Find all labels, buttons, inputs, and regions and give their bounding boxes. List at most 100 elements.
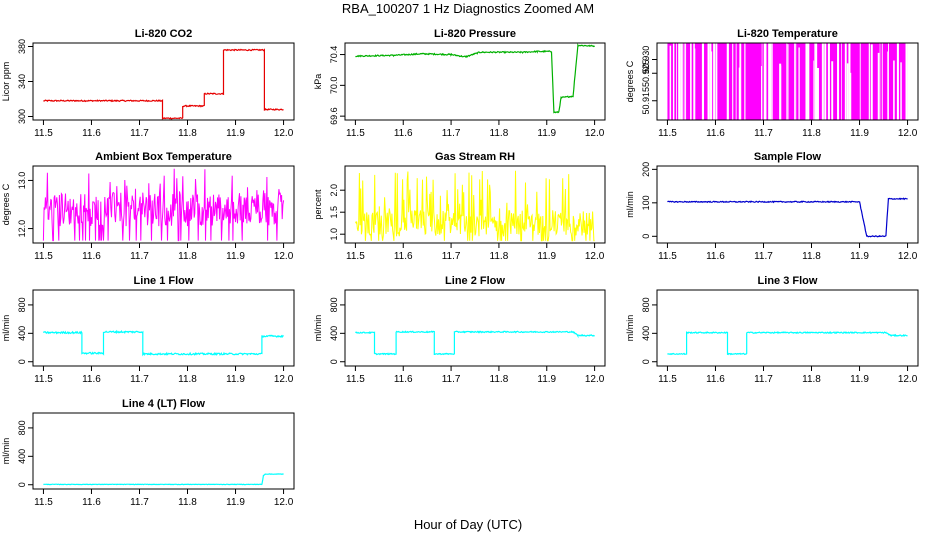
plot-frame	[656, 165, 919, 244]
x-tick-label: 11.8	[802, 128, 821, 139]
y-tick-label: 0	[17, 359, 27, 364]
x-tick-label: 12.0	[585, 128, 605, 139]
panel-10: Line 4 (LT) Flow ml/min 11.5 11.6 11.7 11.8 11…	[1, 398, 295, 508]
y-tick-label: 400	[641, 326, 651, 341]
panel-title: Ambient Box Temperature	[95, 151, 232, 163]
y-tick-label: 340	[17, 74, 27, 89]
y-axis-label: degrees C	[625, 60, 635, 102]
panel-title: Line 1 Flow	[134, 275, 194, 287]
x-tick-label: 12.0	[585, 251, 605, 262]
panel-7: Line 1 Flow ml/min 11.5 11.6 11.7 11.8 11.9 12.…	[1, 275, 295, 385]
x-tick-label: 12.0	[274, 128, 294, 139]
x-tick-label: 11.9	[226, 251, 245, 262]
y-tick-label: 1.5	[329, 206, 339, 219]
x-tick-label: 11.7	[754, 128, 773, 139]
x-tick-label: 12.0	[898, 251, 918, 262]
y-tick-label: 400	[17, 449, 27, 464]
series-line	[355, 330, 595, 356]
x-tick-label: 11.7	[442, 128, 461, 139]
y-tick-label: 2.0	[329, 184, 339, 197]
y-tick-label: 800	[329, 297, 339, 312]
series-group	[43, 473, 284, 486]
y-tick-label: 800	[17, 297, 27, 312]
x-tick-label: 11.9	[537, 251, 556, 262]
x-tick-label: 11.6	[706, 128, 725, 139]
series-band	[667, 43, 908, 120]
plot-frame	[344, 165, 606, 244]
x-tick-label: 11.5	[658, 374, 677, 385]
y-tick-label: 50.915	[641, 87, 651, 115]
series-group	[42, 329, 284, 357]
x-tick-label: 11.8	[802, 251, 821, 262]
x-tick-label: 11.6	[394, 251, 413, 262]
plot-frame	[32, 42, 295, 121]
series-line	[667, 197, 908, 238]
x-tick-label: 11.9	[537, 374, 556, 385]
panel-title: Li-820 CO2	[135, 28, 192, 40]
series-group	[43, 48, 284, 120]
x-tick-label: 11.9	[226, 128, 245, 139]
series-line	[43, 473, 284, 486]
panel-5: Gas Stream RH percent 11.5 11.6 11.7 11.8 11.9…	[313, 151, 606, 262]
panel-2: Li-820 Pressure kPa 11.5 11.6 11.7 11.8 11.9 12…	[313, 28, 606, 139]
y-tick-label: 50.925	[641, 59, 651, 87]
figure-title: RBA_100207 1 Hz Diagnostics Zoomed AM	[341, 1, 595, 16]
x-tick-label: 11.7	[442, 374, 461, 385]
x-tick-label: 11.5	[346, 128, 365, 139]
x-tick-label: 11.5	[34, 128, 53, 139]
x-tick-label: 12.0	[585, 374, 605, 385]
x-tick-label: 11.5	[346, 374, 365, 385]
x-tick-label: 11.5	[658, 251, 677, 262]
x-tick-label: 11.9	[226, 497, 245, 508]
y-tick-label: 800	[641, 297, 651, 312]
panel-6: Sample Flow ml/min 11.5 11.6 11.7 11.8 11.9 12.…	[625, 151, 919, 262]
panel-8: Line 2 Flow ml/min 11.5 11.6 11.7 11.8 11.9 12.…	[313, 275, 606, 385]
panel-title: Li-820 Pressure	[434, 28, 516, 40]
y-axis-label: ml/min	[313, 315, 323, 342]
series-line	[42, 329, 284, 357]
y-tick-label: 12.0	[17, 220, 27, 238]
x-tick-label: 11.8	[178, 497, 197, 508]
x-tick-label: 11.9	[226, 374, 245, 385]
x-tick-label: 11.7	[130, 374, 149, 385]
panel-title: Line 2 Flow	[445, 275, 505, 287]
y-axis-label: ml/min	[1, 438, 11, 465]
y-tick-label: 380	[17, 39, 27, 54]
plot-frame	[32, 289, 295, 367]
plot-frame	[656, 42, 919, 121]
panel-3: Li-820 Temperature degrees C 11.5 11.6 11.7 1…	[625, 28, 919, 139]
x-tick-label: 11.9	[850, 374, 869, 385]
x-tick-label: 11.7	[130, 497, 149, 508]
x-tick-label: 12.0	[274, 251, 294, 262]
x-tick-label: 11.7	[442, 251, 461, 262]
x-tick-label: 11.6	[706, 374, 725, 385]
x-tick-label: 12.0	[898, 128, 918, 139]
y-tick-label: 0	[17, 482, 27, 487]
series-group	[667, 197, 908, 238]
x-tick-label: 11.8	[802, 374, 821, 385]
y-tick-label: 13.0	[17, 172, 27, 190]
x-tick-label: 11.8	[490, 374, 509, 385]
x-tick-label: 11.6	[82, 128, 101, 139]
x-tick-label: 12.0	[274, 497, 294, 508]
series-group	[42, 168, 285, 242]
x-tick-label: 11.9	[850, 128, 869, 139]
panel-1: Li-820 CO2 Licor ppm 11.5 11.6 11.7 11.8 11.9 1…	[1, 28, 295, 139]
y-tick-label: 1.0	[329, 228, 339, 241]
y-tick-label: 0	[329, 359, 339, 364]
plot-frame	[344, 289, 606, 367]
series-line	[355, 43, 596, 114]
series-group	[354, 170, 595, 242]
x-tick-label: 12.0	[898, 374, 918, 385]
y-tick-label: 70.4	[329, 46, 339, 64]
y-tick-label: 100	[641, 195, 651, 210]
y-axis-label: ml/min	[1, 315, 11, 342]
series-line	[667, 331, 908, 356]
x-tick-label: 11.7	[130, 251, 149, 262]
series-group	[667, 43, 908, 120]
panel-title: Li-820 Temperature	[737, 28, 838, 40]
x-axis-title: Hour of Day (UTC)	[413, 517, 523, 532]
x-tick-label: 11.7	[130, 128, 149, 139]
x-tick-label: 11.5	[34, 497, 53, 508]
